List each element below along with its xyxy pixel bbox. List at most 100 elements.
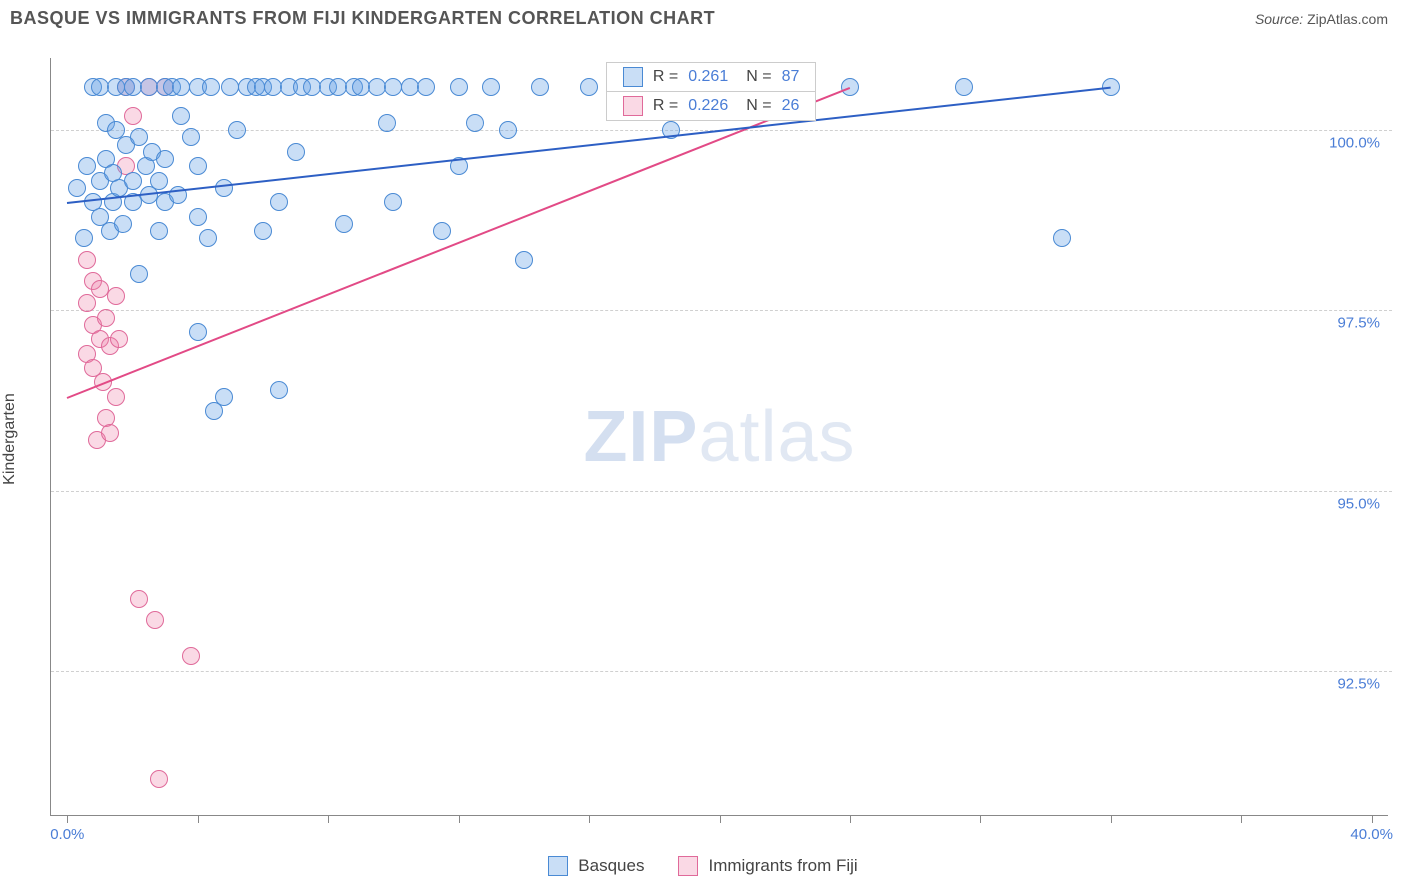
blue-marker — [384, 193, 402, 211]
blue-marker — [433, 222, 451, 240]
r-value: 0.261 — [688, 68, 728, 86]
x-tick — [720, 815, 721, 823]
y-tick-label: 97.5% — [1337, 289, 1380, 332]
blue-marker — [482, 78, 500, 96]
blue-marker — [368, 78, 386, 96]
blue-marker — [182, 128, 200, 146]
pink-marker — [101, 424, 119, 442]
blue-marker — [130, 265, 148, 283]
chart-title: BASQUE VS IMMIGRANTS FROM FIJI KINDERGAR… — [10, 8, 715, 29]
blue-marker — [114, 215, 132, 233]
r-label: R = — [653, 68, 678, 86]
x-tick-label: 40.0% — [1350, 826, 1393, 843]
chart-source: Source: ZipAtlas.com — [1255, 11, 1388, 27]
chart-area: Kindergarten ZIPatlas 100.0%97.5%95.0%92… — [10, 46, 1392, 832]
pink-marker — [78, 251, 96, 269]
y-axis-label: Kindergarten — [1, 393, 19, 485]
blue-marker — [955, 78, 973, 96]
n-value: 87 — [782, 68, 800, 86]
legend-item-blue: Basques — [548, 856, 644, 876]
source-value: ZipAtlas.com — [1307, 11, 1388, 27]
pink-marker — [107, 287, 125, 305]
blue-marker — [228, 121, 246, 139]
blue-marker — [124, 78, 142, 96]
source-label: Source: — [1255, 11, 1303, 27]
pink-marker — [150, 770, 168, 788]
x-tick — [198, 815, 199, 823]
blue-marker — [172, 107, 190, 125]
blue-marker — [384, 78, 402, 96]
watermark: ZIPatlas — [583, 396, 855, 478]
blue-marker — [303, 78, 321, 96]
blue-marker — [150, 222, 168, 240]
blue-swatch — [548, 856, 568, 876]
blue-marker — [254, 222, 272, 240]
x-tick — [1241, 815, 1242, 823]
y-tick-label: 92.5% — [1337, 649, 1380, 692]
x-tick — [1372, 815, 1373, 823]
watermark-atlas: atlas — [698, 397, 855, 477]
blue-marker — [140, 78, 158, 96]
blue-marker — [75, 229, 93, 247]
blue-marker — [202, 78, 220, 96]
blue-marker — [329, 78, 347, 96]
blue-marker — [450, 78, 468, 96]
blue-marker — [130, 128, 148, 146]
blue-marker — [124, 172, 142, 190]
blue-marker — [156, 150, 174, 168]
r-value: 0.226 — [688, 97, 728, 115]
blue-marker — [401, 78, 419, 96]
pink-marker — [107, 388, 125, 406]
blue-marker — [91, 78, 109, 96]
blue-marker — [378, 114, 396, 132]
blue-marker — [189, 157, 207, 175]
blue-marker — [150, 172, 168, 190]
x-tick-label: 0.0% — [50, 826, 84, 843]
watermark-zip: ZIP — [583, 397, 698, 477]
blue-marker — [189, 208, 207, 226]
x-tick — [980, 815, 981, 823]
blue-marker — [215, 388, 233, 406]
x-tick — [589, 815, 590, 823]
blue-marker — [68, 179, 86, 197]
y-tick-label: 95.0% — [1337, 469, 1380, 512]
blue-marker — [515, 251, 533, 269]
pink-marker — [78, 294, 96, 312]
blue-marker — [78, 157, 96, 175]
legend-item-pink: Immigrants from Fiji — [678, 856, 857, 876]
blue-marker — [1053, 229, 1071, 247]
pink-marker — [124, 107, 142, 125]
x-tick — [850, 815, 851, 823]
chart-header: BASQUE VS IMMIGRANTS FROM FIJI KINDERGAR… — [0, 0, 1406, 43]
blue-marker — [287, 143, 305, 161]
legend-label: Immigrants from Fiji — [708, 856, 857, 876]
pink-marker — [91, 280, 109, 298]
pink-marker — [97, 309, 115, 327]
legend-top: R = 0.261 N = 87 R = 0.226 N = 26 — [606, 62, 817, 121]
blue-marker — [466, 114, 484, 132]
legend-bottom: Basques Immigrants from Fiji — [0, 856, 1406, 876]
blue-marker — [215, 179, 233, 197]
pink-swatch — [623, 96, 643, 116]
n-label: N = — [746, 97, 771, 115]
r-label: R = — [653, 97, 678, 115]
legend-label: Basques — [578, 856, 644, 876]
blue-marker — [841, 78, 859, 96]
n-value: 26 — [782, 97, 800, 115]
pink-marker — [182, 647, 200, 665]
pink-marker — [110, 330, 128, 348]
x-tick — [328, 815, 329, 823]
gridline — [51, 310, 1392, 311]
gridline — [51, 671, 1392, 672]
pink-marker — [130, 590, 148, 608]
blue-marker — [580, 78, 598, 96]
n-label: N = — [746, 68, 771, 86]
blue-marker — [172, 78, 190, 96]
y-tick-label: 100.0% — [1329, 109, 1380, 152]
x-tick — [1111, 815, 1112, 823]
blue-marker — [189, 323, 207, 341]
blue-swatch — [623, 67, 643, 87]
blue-marker — [270, 193, 288, 211]
blue-marker — [270, 381, 288, 399]
gridline — [51, 491, 1392, 492]
